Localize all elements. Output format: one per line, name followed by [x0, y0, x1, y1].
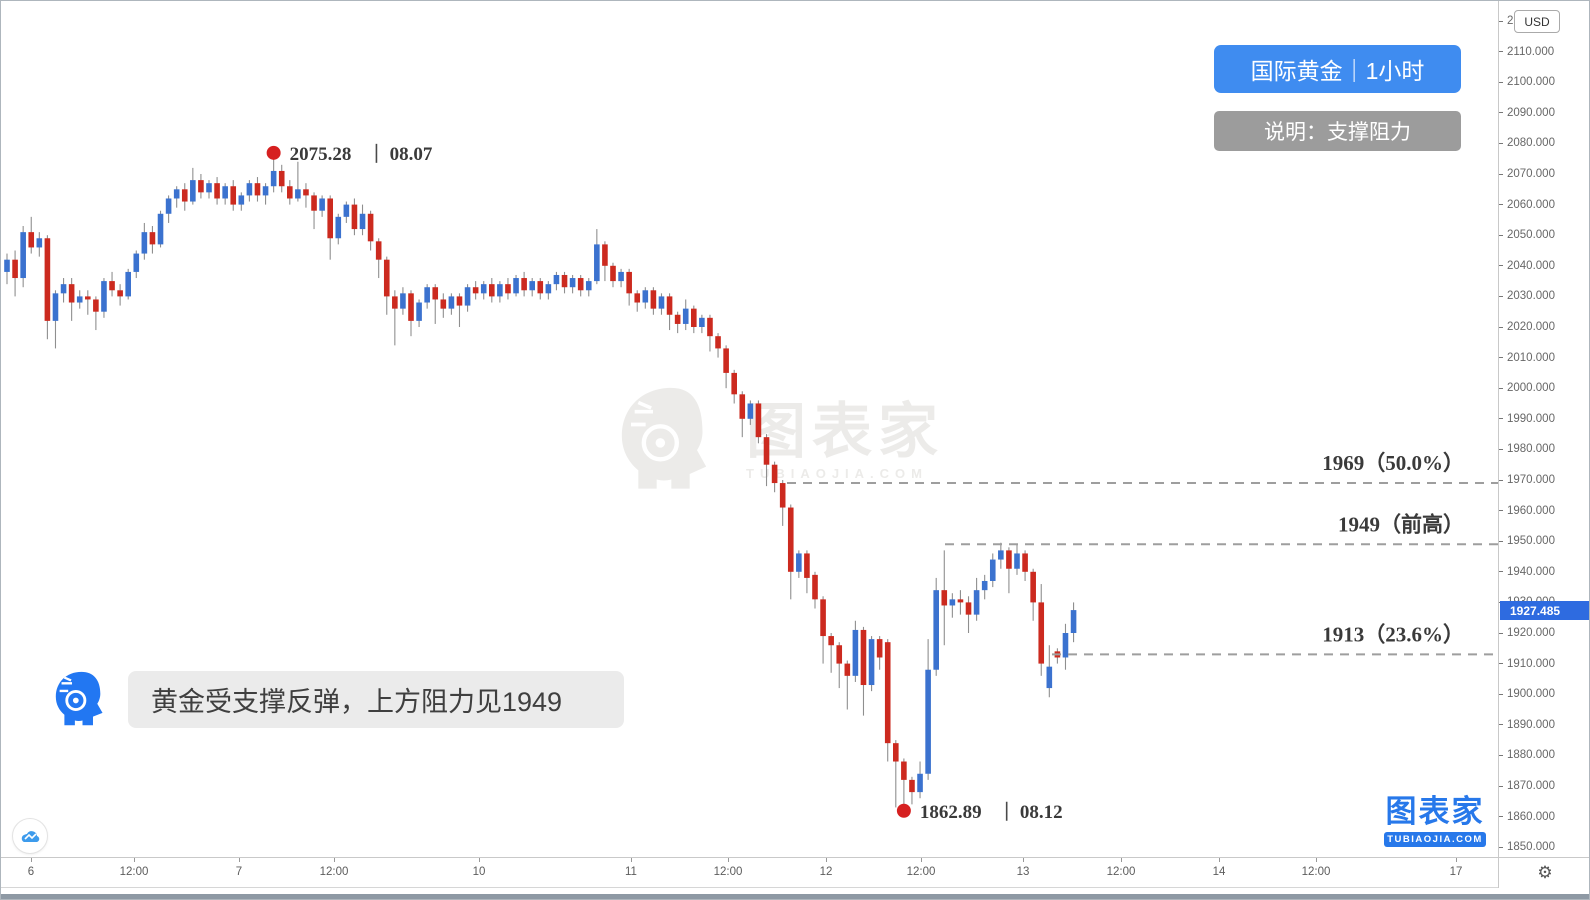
- extreme-price-label: 1862.89: [920, 802, 982, 823]
- price-tick: 1960.000: [1499, 503, 1589, 519]
- settings-gear-icon[interactable]: ⚙: [1537, 862, 1553, 883]
- extreme-date-label: 08.07: [390, 144, 433, 165]
- price-tick: 2050.000: [1499, 227, 1589, 243]
- price-tick: 2110.000: [1499, 44, 1589, 60]
- currency-badge[interactable]: USD: [1514, 10, 1560, 33]
- candles: [4, 157, 1077, 808]
- price-tick: 1940.000: [1499, 564, 1589, 580]
- support-resistance-levels: 1969（50.0%） 1949（前高） 1913（23.6%）: [787, 451, 1498, 656]
- time-tick-mark: [31, 858, 32, 862]
- price-tick: 2010.000: [1499, 350, 1589, 366]
- last-price-badge: 1927.485: [1500, 601, 1589, 620]
- price-tick: 1900.000: [1499, 686, 1589, 702]
- time-tick-label: 6: [27, 866, 35, 878]
- candlestick-plot[interactable]: 1969（50.0%） 1949（前高） 1913（23.6%） 2075.28 08.…: [1, 1, 1498, 856]
- time-tick-label: 17: [1449, 866, 1463, 878]
- time-tick-label: 12: [819, 866, 833, 878]
- price-tick: 2020.000: [1499, 319, 1589, 335]
- time-tick-mark: [134, 858, 135, 862]
- level-label: 1949（前高）: [1338, 512, 1464, 536]
- level-label: 1913（23.6%）: [1322, 622, 1464, 646]
- time-tick-label: 10: [472, 866, 486, 878]
- time-tick-label: 12:00: [1106, 866, 1136, 878]
- time-tick-mark: [479, 858, 480, 862]
- time-tick-mark: [826, 858, 827, 862]
- time-tick-mark: [1023, 858, 1024, 862]
- robot-avatar-icon: [52, 669, 113, 730]
- price-axis[interactable]: 2120.0002110.0002100.0002090.0002080.000…: [1498, 1, 1589, 857]
- extreme-annotations: 2075.28 08.07 1862.89 08.12: [266, 143, 1063, 823]
- bottom-scrollbar-strip[interactable]: [1, 894, 1589, 899]
- time-tick-mark: [239, 858, 240, 862]
- time-tick-mark: [1316, 858, 1317, 862]
- price-tick: 2030.000: [1499, 288, 1589, 304]
- extreme-price-label: 2075.28: [290, 144, 352, 165]
- brand-title: 图表家: [1385, 794, 1485, 829]
- note-button: 说明：支撑阻力: [1214, 111, 1461, 151]
- time-tick-label: 7: [235, 866, 243, 878]
- time-tick-label: 12:00: [906, 866, 936, 878]
- logo-corner-button[interactable]: [12, 818, 48, 854]
- time-tick-label: 12:00: [119, 866, 149, 878]
- price-tick: 1980.000: [1499, 441, 1589, 457]
- time-tick-label: 12:00: [713, 866, 743, 878]
- chart-image-icon: [21, 830, 39, 842]
- time-tick-mark: [334, 858, 335, 862]
- axis-settings-cell: ⚙: [1498, 857, 1589, 888]
- time-tick-label: 12:00: [319, 866, 349, 878]
- level-label: 1969（50.0%）: [1322, 451, 1464, 475]
- time-tick-mark: [728, 858, 729, 862]
- time-axis[interactable]: 6 12:00 7 12:00 10 11 12:00 12 12:00 13 12:00 14 12:…: [1, 857, 1498, 888]
- plot-area[interactable]: 图表家 TUBIAOJIA.COM 1969（50.0%） 1949（前高） 191…: [1, 1, 1498, 856]
- time-tick-label: 11: [625, 866, 637, 878]
- comment-bubble: 黄金受支撑反弹，上方阻力见1949: [128, 671, 624, 728]
- price-tick: 1880.000: [1499, 747, 1589, 763]
- price-tick: 1950.000: [1499, 533, 1589, 549]
- price-tick: 1910.000: [1499, 656, 1589, 672]
- time-tick-mark: [1456, 858, 1457, 862]
- time-tick-mark: [631, 858, 632, 862]
- time-tick-mark: [921, 858, 922, 862]
- price-tick: 1890.000: [1499, 717, 1589, 733]
- brand-logo: 图表家 TUBIAOJIA.COM: [1384, 794, 1486, 847]
- price-tick: 1920.000: [1499, 625, 1589, 641]
- time-tick-mark: [1121, 858, 1122, 862]
- symbol-timeframe-button[interactable]: 国际黄金｜1小时: [1214, 45, 1461, 93]
- price-tick: 2100.000: [1499, 74, 1589, 90]
- time-tick-label: 12:00: [1301, 866, 1331, 878]
- extreme-dot: [896, 803, 911, 818]
- extreme-date-label: 08.12: [1020, 802, 1063, 823]
- time-tick-label: 14: [1212, 866, 1226, 878]
- time-tick-label: 13: [1016, 866, 1030, 878]
- price-tick: 2070.000: [1499, 166, 1589, 182]
- extreme-dot: [266, 145, 281, 160]
- price-tick: 2090.000: [1499, 105, 1589, 121]
- price-tick: 2060.000: [1499, 197, 1589, 213]
- price-tick: 2080.000: [1499, 135, 1589, 151]
- price-tick: 2040.000: [1499, 258, 1589, 274]
- time-tick-mark: [1219, 858, 1220, 862]
- price-tick: 1860.000: [1499, 809, 1589, 825]
- price-tick: 1970.000: [1499, 472, 1589, 488]
- brand-subtitle: TUBIAOJIA.COM: [1384, 832, 1486, 847]
- price-tick: 2000.000: [1499, 380, 1589, 396]
- price-tick: 1870.000: [1499, 778, 1589, 794]
- price-tick: 1990.000: [1499, 411, 1589, 427]
- price-tick: 1850.000: [1499, 839, 1589, 855]
